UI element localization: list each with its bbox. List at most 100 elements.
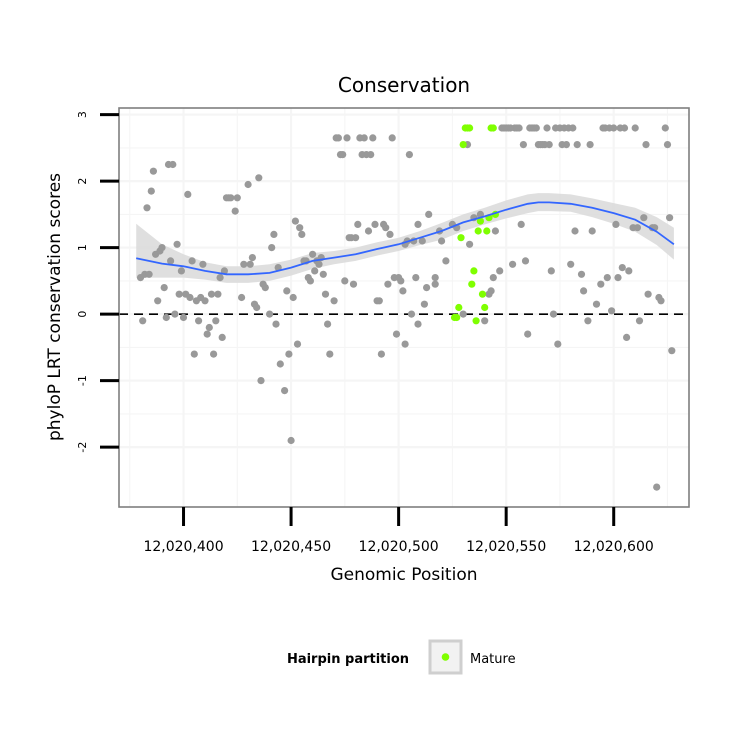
legend: Hairpin partition Mature <box>287 639 516 675</box>
hairpin-point <box>315 260 323 268</box>
hairpin-point <box>201 297 209 305</box>
hairpin-point <box>661 124 669 132</box>
confidence-band <box>136 193 674 283</box>
hairpin-point <box>412 274 420 282</box>
mature-point <box>455 303 463 312</box>
hairpin-point <box>633 224 642 232</box>
mature-point <box>474 227 482 235</box>
hairpin-point <box>298 230 306 238</box>
hairpin-point <box>293 340 302 348</box>
hairpin-point <box>184 190 192 198</box>
hairpin-point <box>644 290 652 298</box>
hairpin-point <box>190 350 198 358</box>
hairpin-point <box>143 204 151 212</box>
mature-point <box>453 313 461 322</box>
mature-point <box>483 227 491 235</box>
hairpin-point <box>281 387 289 395</box>
hairpin-point <box>399 287 407 295</box>
legend-key-mature-dot <box>441 653 450 661</box>
y-tick-label: -2 <box>76 442 89 453</box>
x-tick-label: 12,020,450 <box>251 539 331 555</box>
hairpin-point <box>334 134 342 142</box>
hairpin-point <box>573 141 581 149</box>
mature-point <box>459 141 467 149</box>
hairpin-point <box>386 230 394 238</box>
confidence-band-area <box>136 193 674 283</box>
legend-label-mature: Mature <box>470 652 516 667</box>
hairpin-point <box>354 220 362 228</box>
hairpin-point <box>169 160 177 169</box>
hairpin-point <box>414 320 422 328</box>
hairpin-point <box>524 330 532 338</box>
hairpin-point <box>666 214 674 222</box>
hairpin-point <box>266 310 274 318</box>
hairpin-point <box>285 350 293 358</box>
hairpin-point <box>612 220 620 228</box>
hairpin-point <box>287 436 295 445</box>
hairpin-point <box>321 290 330 298</box>
hairpin-point <box>496 267 504 275</box>
hairpin-point <box>360 134 368 142</box>
hairpin-point <box>173 240 181 248</box>
hairpin-point <box>306 277 314 285</box>
mature-point <box>476 217 484 225</box>
hairpin-point <box>309 250 317 258</box>
hairpin-point <box>324 320 332 328</box>
plot-border <box>118 107 690 508</box>
hairpin-point <box>343 134 351 142</box>
mature-point <box>481 303 489 312</box>
hairpin-point <box>588 227 596 235</box>
hairpin-point <box>364 227 373 235</box>
hairpin-point <box>162 313 170 322</box>
hairpin-point <box>177 267 185 275</box>
hairpin-point <box>603 274 611 282</box>
hairpin-point <box>195 317 203 325</box>
hairpin-point <box>210 350 218 358</box>
hairpin-point <box>244 180 252 189</box>
hairpin-point <box>339 151 347 159</box>
hairpin-point <box>296 224 304 232</box>
hairpin-point <box>420 300 428 308</box>
hairpin-point <box>489 274 497 282</box>
hairpin-point <box>212 317 220 325</box>
hairpin-point <box>240 260 248 268</box>
y-tick-label: -1 <box>76 375 89 386</box>
hairpin-point <box>274 264 282 272</box>
hairpin-point <box>597 280 605 288</box>
hairpin-point <box>371 220 379 228</box>
hairpin-point <box>227 194 235 202</box>
legend-title: Hairpin partition <box>287 652 409 667</box>
hairpin-point <box>207 290 216 298</box>
hairpin-point <box>562 141 571 149</box>
hairpin-point <box>635 317 644 325</box>
hairpin-point <box>642 141 650 149</box>
hairpin-point <box>545 141 553 149</box>
hairpin-point <box>431 274 439 282</box>
hairpin-point <box>569 124 577 132</box>
hairpin-point <box>515 124 523 132</box>
hairpin-point <box>532 124 540 132</box>
hairpin-point <box>618 264 626 272</box>
hairpin-point <box>272 320 280 328</box>
hairpin-point <box>160 284 168 292</box>
hairpin-point <box>631 124 639 132</box>
hairpin-point <box>139 317 147 325</box>
hairpin-point <box>580 287 588 295</box>
hairpin-point <box>521 257 530 265</box>
mature-point <box>472 317 480 325</box>
hairpin-point <box>508 260 517 268</box>
hairpin-point <box>405 151 413 159</box>
hairpin-point <box>487 287 495 295</box>
hairpin-point <box>382 224 390 232</box>
y-tick-label: 0 <box>76 311 89 318</box>
hairpin-point <box>233 194 241 202</box>
hairpin-point <box>657 297 665 305</box>
hairpin-point <box>179 313 188 322</box>
hairpin-point <box>466 240 474 248</box>
hairpin-point <box>145 270 153 278</box>
hairpin-point <box>375 297 383 305</box>
hairpin-point <box>554 340 562 348</box>
hairpin-point <box>326 350 334 358</box>
x-tick-label: 12,020,550 <box>466 539 546 555</box>
x-tick-label: 12,020,600 <box>574 539 654 555</box>
